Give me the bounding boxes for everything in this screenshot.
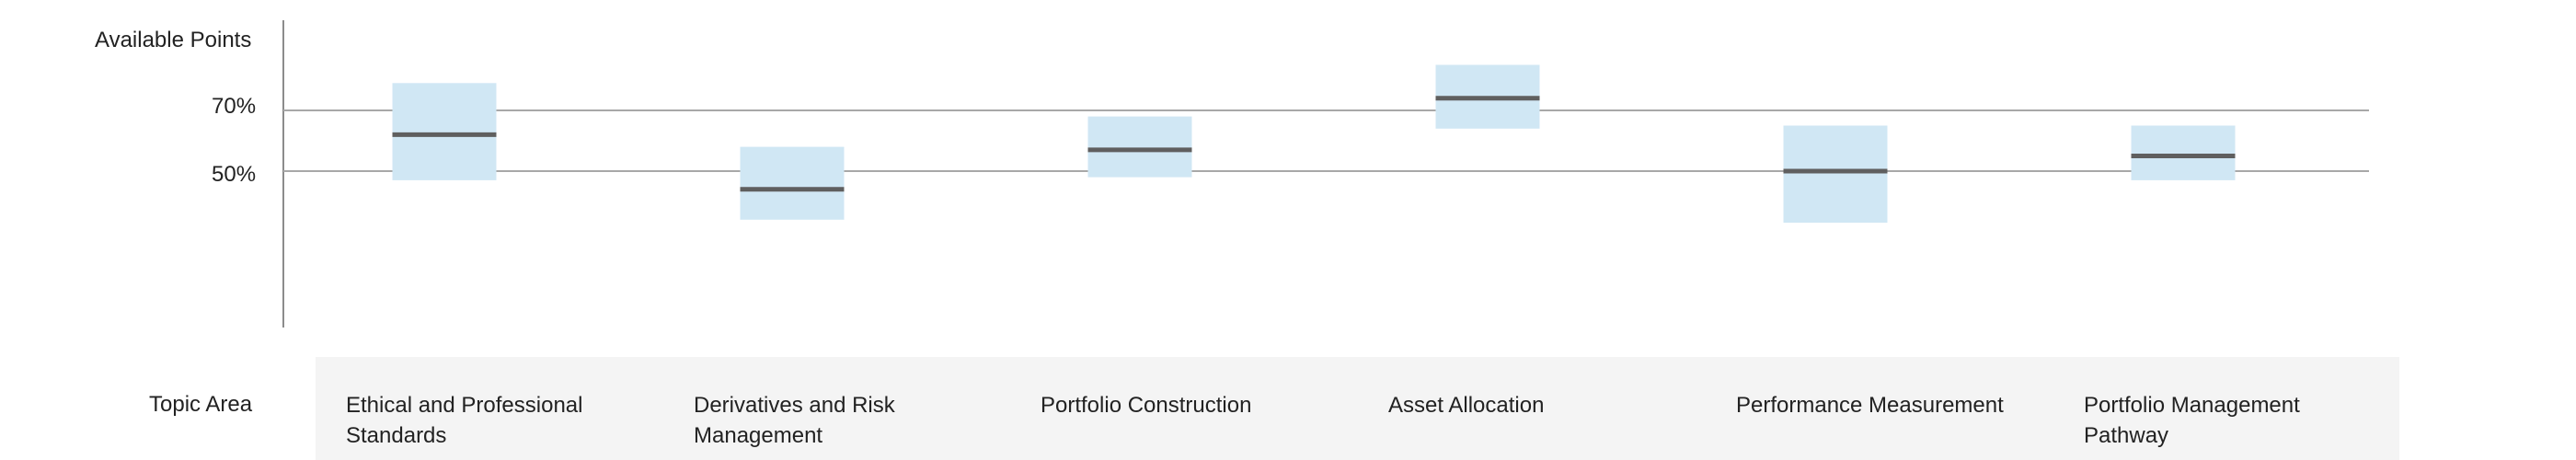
range-box-2 (740, 146, 845, 220)
y-tick-label-50: 50% (212, 162, 257, 187)
x-axis-title: Topic Area (149, 392, 253, 417)
category-label-asset-allocation: Asset Allocation (1388, 393, 1545, 418)
category-label-portfolio-management-pathway: Portfolio Management Pathway (2084, 393, 2300, 448)
category-label-performance-measurement: Performance Measurement (1736, 393, 2004, 418)
range-box-6 (2131, 125, 2236, 180)
y-tick-label-70: 70% (212, 94, 257, 119)
category-label-portfolio-construction: Portfolio Construction (1041, 393, 1252, 418)
category-label-ethical-professional-standards: Ethical and Professional Standards (346, 393, 583, 448)
topic-area-band (316, 357, 2399, 460)
range-box-5 (1783, 125, 1888, 224)
gridlines (283, 109, 2369, 172)
category-label-derivatives-risk-management: Derivatives and Risk Management (694, 393, 895, 448)
range-boxes (392, 64, 2236, 224)
y-axis-title: Available Points (95, 28, 252, 52)
range-box-1 (392, 83, 497, 180)
range-box-3 (1087, 116, 1192, 178)
